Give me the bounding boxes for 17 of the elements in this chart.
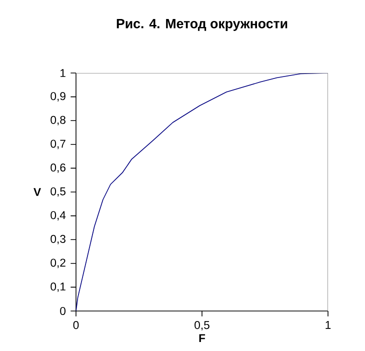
x-tick-label: 1 (326, 321, 331, 329)
x-tick-label: 0,5 (194, 321, 210, 330)
y-tick-label: 0,1 (50, 282, 66, 292)
x-axis-title: F (199, 334, 206, 342)
y-tick-label: 0,4 (50, 211, 66, 220)
y-tick-label: 0,6 (50, 164, 66, 173)
y-tick-label: 0,3 (50, 234, 66, 244)
y-tick-label: 0,5 (50, 187, 66, 197)
y-tick-label: 0,2 (50, 258, 66, 268)
y-tick-label: 0,9 (50, 92, 66, 102)
chart-title: Рис. 4. Метод окружности (116, 19, 288, 31)
y-tick-label: 0 (60, 306, 66, 316)
y-tick-label: 0,8 (50, 116, 66, 126)
y-tick-label: 1 (60, 69, 66, 77)
y-tick-label: 0,7 (50, 140, 66, 150)
x-tick-label: 0 (73, 321, 79, 330)
y-axis-title: V (34, 188, 41, 196)
